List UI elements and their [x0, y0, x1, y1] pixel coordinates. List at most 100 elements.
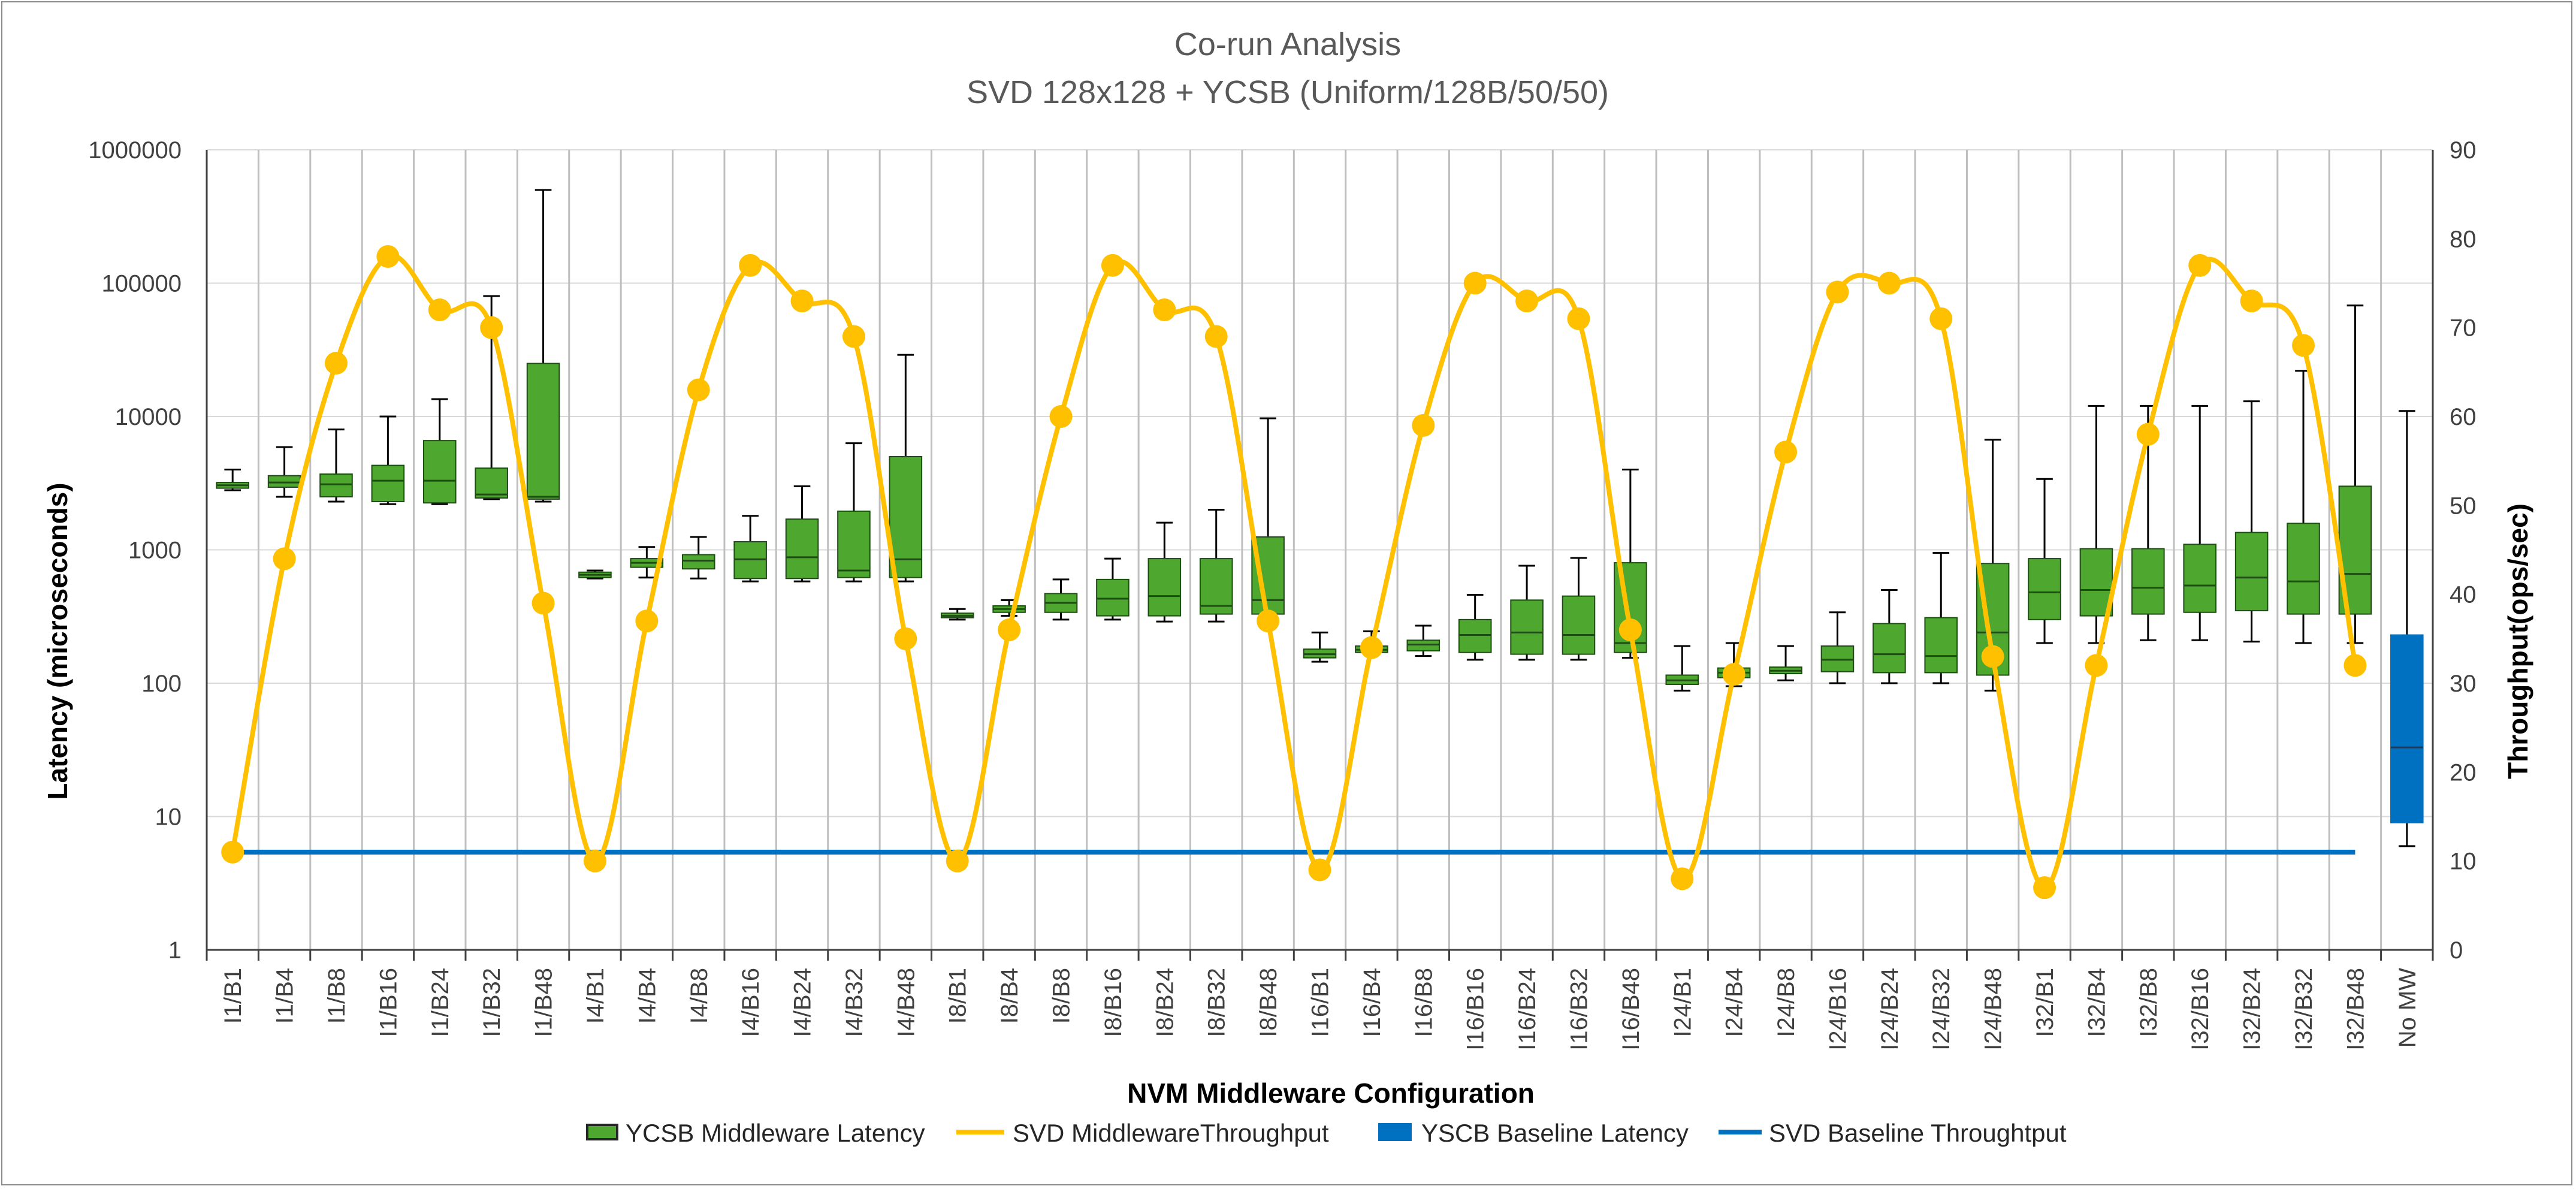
- x-tick-label-i4-b16: I4/B16: [738, 968, 764, 1037]
- legend-label-ycsb-middleware-latency: YCSB Middleware Latency: [626, 1119, 925, 1147]
- x-tick-label-i24-b4: I24/B4: [1722, 968, 1748, 1037]
- y2-tick-label: 30: [2450, 671, 2477, 697]
- point-svd-middlewarethroughput-i16-b1: [1308, 858, 1331, 882]
- point-svd-middlewarethroughput-i32-b4: [2085, 654, 2108, 677]
- point-svd-middlewarethroughput-i32-b16: [2188, 254, 2212, 277]
- y-axis-title: Latency (microseconds): [42, 482, 73, 799]
- x-tick-label-i1-b24: I1/B24: [427, 968, 454, 1037]
- x-tick-label-i4-b24: I4/B24: [790, 968, 816, 1037]
- box-ycsb-middleware-latency-i8-b32-iqr: [1199, 558, 1233, 615]
- x-tick-label-i32-b48: I32/B48: [2342, 968, 2369, 1051]
- box-ycsb-middleware-latency-i32-b1-iqr: [2028, 558, 2061, 620]
- legend: YCSB Middleware Latency SVD MiddlewareTh…: [586, 1119, 2067, 1147]
- point-svd-middlewarethroughput-i24-b24: [1877, 271, 1901, 295]
- x-tick-label-i1-b8: I1/B8: [324, 968, 350, 1024]
- x-tick-label-i8-b1: I8/B1: [945, 968, 971, 1024]
- point-svd-middlewarethroughput-i4-b8: [687, 378, 710, 402]
- x-tick-label-i16-b16: I16/B16: [1463, 968, 1489, 1051]
- y2-tick-label: 50: [2450, 493, 2477, 519]
- point-svd-middlewarethroughput-i32-b32: [2292, 334, 2315, 357]
- box-ycsb-middleware-latency-i32-b8-iqr: [2131, 548, 2165, 615]
- x-tick-label-i1-b16: I1/B16: [375, 968, 401, 1037]
- box-ycsb-middleware-latency-i4-b32-iqr: [837, 510, 871, 578]
- point-svd-middlewarethroughput-i4-b24: [790, 289, 814, 313]
- x-tick-label-i16-b8: I16/B8: [1411, 968, 1437, 1037]
- x-tick-label-i1-b32: I1/B32: [479, 968, 505, 1037]
- x-tick-label-i4-b1: I4/B1: [582, 968, 609, 1024]
- point-svd-middlewarethroughput-i4-b32: [842, 325, 865, 348]
- y2-tick-label: 80: [2450, 226, 2477, 252]
- x-tick-label-i8-b32: I8/B32: [1204, 968, 1230, 1037]
- y2-tick-label: 20: [2450, 759, 2477, 786]
- point-svd-middlewarethroughput-i4-b48: [894, 627, 917, 650]
- x-tick-label-i24-b48: I24/B48: [1980, 968, 2007, 1051]
- x-tick-label-i16-b32: I16/B32: [1566, 968, 1592, 1051]
- point-svd-middlewarethroughput-i1-b32: [480, 316, 503, 339]
- box-ycsb-middleware-latency-i1-b24-iqr: [422, 440, 457, 504]
- point-svd-middlewarethroughput-i4-b4: [635, 609, 659, 633]
- box-ycsb-middleware-latency-i8-b24-iqr: [1147, 558, 1182, 617]
- legend-item-svd-middleware-throughput: SVD MiddlewareThroughput: [956, 1119, 1329, 1147]
- chart-subtitle: SVD 128x128 + YCSB (Uniform/128B/50/50): [967, 74, 1609, 110]
- point-svd-middlewarethroughput-i32-b8: [2136, 423, 2160, 446]
- point-svd-middlewarethroughput-i8-b4: [998, 618, 1021, 641]
- point-svd-middlewarethroughput-i8-b1: [946, 849, 969, 873]
- legend-swatch-yscb-baseline-latency: [1378, 1123, 1412, 1141]
- x-tick-label-i4-b48: I4/B48: [893, 968, 919, 1037]
- x-tick-label-i8-b24: I8/B24: [1152, 968, 1178, 1037]
- point-svd-middlewarethroughput-i32-b1: [2033, 876, 2056, 900]
- point-svd-middlewarethroughput-i1-b4: [273, 547, 296, 571]
- point-svd-middlewarethroughput-i24-b16: [1826, 280, 1849, 304]
- x-tick-label-i24-b16: I24/B16: [1825, 968, 1851, 1051]
- box-ycsb-middleware-latency-i24-b24-iqr: [1873, 623, 1906, 674]
- gridlines: [207, 149, 2433, 950]
- legend-item-ycsb-middleware-latency: YCSB Middleware Latency: [586, 1119, 925, 1147]
- box-ycsb-middleware-latency-i24-b32-iqr: [1924, 617, 1958, 674]
- box-ycsb-middleware-latency-i1-b32-iqr: [475, 467, 508, 499]
- y2-tick-label: 70: [2450, 315, 2477, 342]
- point-svd-middlewarethroughput-i32-b48: [2344, 654, 2367, 677]
- y-tick-label: 100000: [102, 271, 182, 297]
- point-svd-middlewarethroughput-i24-b8: [1774, 440, 1798, 464]
- point-svd-middlewarethroughput-i8-b16: [1101, 254, 1124, 277]
- box-ycsb-middleware-latency-i16-b8-iqr: [1406, 639, 1440, 651]
- point-svd-middlewarethroughput-i4-b16: [739, 254, 762, 277]
- x-tick-label-i8-b16: I8/B16: [1100, 968, 1127, 1037]
- point-svd-middlewarethroughput-i16-b32: [1567, 307, 1590, 330]
- box-ycsb-middleware-latency-i32-b4-iqr: [2079, 548, 2113, 617]
- point-svd-middlewarethroughput-i8-b48: [1257, 609, 1280, 633]
- x-tick-label-i8-b8: I8/B8: [1049, 968, 1075, 1024]
- point-svd-middlewarethroughput-i24-b48: [1981, 645, 2004, 668]
- point-svd-middlewarethroughput-i24-b4: [1722, 663, 1745, 686]
- x-tick-label-i16-b48: I16/B48: [1618, 968, 1644, 1051]
- point-svd-middlewarethroughput-i4-b1: [583, 849, 606, 873]
- point-svd-middlewarethroughput-i16-b8: [1412, 414, 1435, 437]
- y2-axis-title: Throughput(ops/sec): [2502, 503, 2533, 779]
- legend-label-svd-baseline-throughput: SVD Baseline Throughtput: [1769, 1119, 2067, 1147]
- y2-tick-label: 90: [2450, 137, 2477, 164]
- chart-title: Co-run Analysis: [1174, 26, 1401, 62]
- x-tick-label-i4-b8: I4/B8: [686, 968, 712, 1024]
- box-ycsb-middleware-latency-i1-b4-iqr: [267, 475, 301, 488]
- x-tick-label-i24-b32: I24/B32: [1928, 968, 1955, 1051]
- x-tick-label-no-mw: No MW: [2394, 968, 2421, 1048]
- point-svd-middlewarethroughput-i24-b32: [1929, 307, 1953, 330]
- legend-swatch-ycsb-middleware-latency: [586, 1124, 618, 1140]
- box-ycsb-middleware-latency-i32-b16-iqr: [2183, 544, 2217, 613]
- x-tick-label-i32-b1: I32/B1: [2032, 968, 2058, 1037]
- y2-tick-label: 60: [2450, 404, 2477, 430]
- box-ycsb-middleware-latency-i1-b16-iqr: [371, 464, 405, 503]
- point-svd-middlewarethroughput-i8-b32: [1204, 325, 1228, 348]
- y-tick-label: 1000: [128, 538, 182, 564]
- box-ycsb-middleware-latency-i16-b32-iqr: [1562, 595, 1596, 655]
- x-tick-label-i4-b32: I4/B32: [841, 968, 868, 1037]
- legend-item-svd-baseline-throughput: SVD Baseline Throughtput: [1719, 1119, 2067, 1147]
- point-svd-middlewarethroughput-i8-b8: [1049, 405, 1073, 428]
- x-tick-label-i32-b4: I32/B4: [2083, 968, 2110, 1037]
- y2-tick-label: 0: [2450, 937, 2463, 964]
- box-ycsb-middleware-latency-i32-b32-iqr: [2287, 523, 2320, 615]
- point-svd-middlewarethroughput-i8-b24: [1153, 298, 1176, 321]
- y-tick-label: 1: [168, 937, 182, 964]
